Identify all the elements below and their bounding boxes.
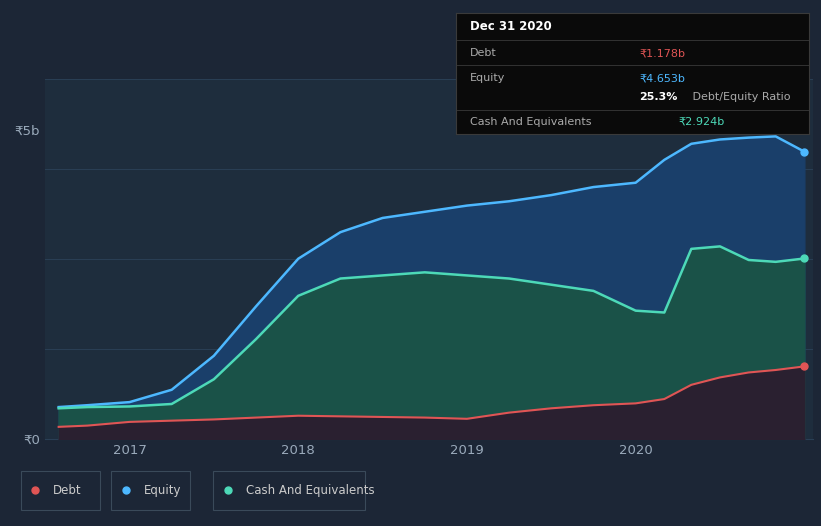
Text: ₹4.653b: ₹4.653b	[640, 74, 685, 84]
Text: ₹1.178b: ₹1.178b	[640, 48, 686, 58]
Text: ₹2.924b: ₹2.924b	[678, 117, 724, 127]
Text: Equity: Equity	[470, 74, 505, 84]
Text: Debt: Debt	[53, 484, 82, 497]
Text: Cash And Equivalents: Cash And Equivalents	[246, 484, 375, 497]
Text: Cash And Equivalents: Cash And Equivalents	[470, 117, 591, 127]
Text: 25.3%: 25.3%	[640, 92, 677, 102]
Text: Dec 31 2020: Dec 31 2020	[470, 20, 552, 33]
Text: Equity: Equity	[144, 484, 181, 497]
Text: Debt: Debt	[470, 48, 497, 58]
Text: Debt/Equity Ratio: Debt/Equity Ratio	[689, 92, 790, 102]
